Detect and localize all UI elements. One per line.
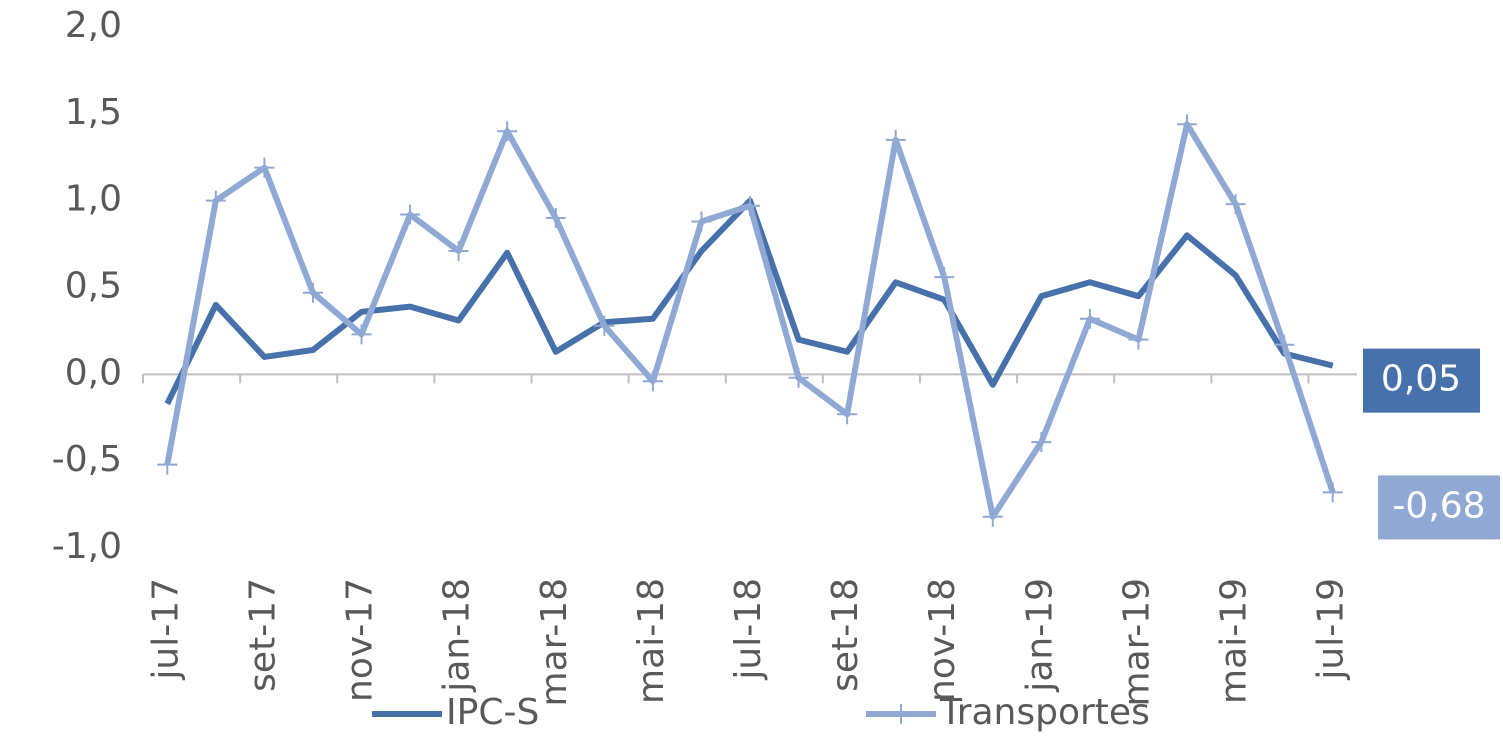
marker xyxy=(545,208,566,229)
value-label: -0,68 xyxy=(1392,485,1485,526)
marker xyxy=(400,204,421,225)
value-label-box xyxy=(1378,475,1500,540)
marker xyxy=(982,506,1003,527)
marker xyxy=(254,157,275,178)
marker xyxy=(788,367,809,388)
marker xyxy=(1079,308,1100,329)
y-tick-label: 0,5 xyxy=(65,266,122,307)
marker xyxy=(205,190,226,211)
x-tick-label: mai-19 xyxy=(1214,578,1255,704)
x-tick-label: jan-19 xyxy=(1019,578,1060,693)
x-tick-label: jul-18 xyxy=(728,578,769,681)
marker xyxy=(837,404,858,425)
x-tick-label: set-17 xyxy=(242,578,283,692)
legend-marker xyxy=(891,704,911,724)
marker xyxy=(740,195,760,216)
marker xyxy=(885,129,906,150)
y-tick-label: 0,0 xyxy=(65,352,122,393)
x-tick-label: nov-17 xyxy=(340,578,381,702)
legend-label: IPC-S xyxy=(446,692,539,733)
y-tick-label: 1,0 xyxy=(65,179,122,220)
value-label: 0,05 xyxy=(1381,359,1461,400)
x-tick-label: mar-19 xyxy=(1116,578,1157,706)
y-tick-label: -1,0 xyxy=(52,526,122,567)
marker xyxy=(302,282,323,303)
y-tick-label: -0,5 xyxy=(52,439,122,480)
marker xyxy=(642,371,663,392)
marker xyxy=(351,324,372,345)
x-tick-label: jan-18 xyxy=(437,578,478,693)
marker xyxy=(1177,114,1198,135)
marker xyxy=(594,315,615,336)
line-series xyxy=(164,121,1336,520)
marker xyxy=(1225,194,1246,215)
marker xyxy=(1128,329,1149,350)
marker xyxy=(1274,334,1295,355)
marker xyxy=(1031,432,1052,453)
x-tick-label: jul-17 xyxy=(145,578,186,681)
y-tick-label: 1,5 xyxy=(65,92,122,133)
x-tick-label: jul-19 xyxy=(1311,578,1352,681)
marker xyxy=(497,121,518,142)
marker xyxy=(448,241,469,262)
marker xyxy=(157,454,178,475)
legend-label: Transportes xyxy=(939,692,1150,733)
marker xyxy=(934,267,955,288)
x-tick-label: mai-18 xyxy=(631,578,672,704)
y-tick-label: 2,0 xyxy=(65,5,122,46)
x-tick-label: set-18 xyxy=(825,578,866,692)
x-tick-label: mar-18 xyxy=(534,578,575,706)
marker xyxy=(1322,482,1343,503)
marker xyxy=(691,211,712,232)
value-label-box xyxy=(1363,348,1480,413)
x-tick-label: nov-18 xyxy=(922,578,963,702)
